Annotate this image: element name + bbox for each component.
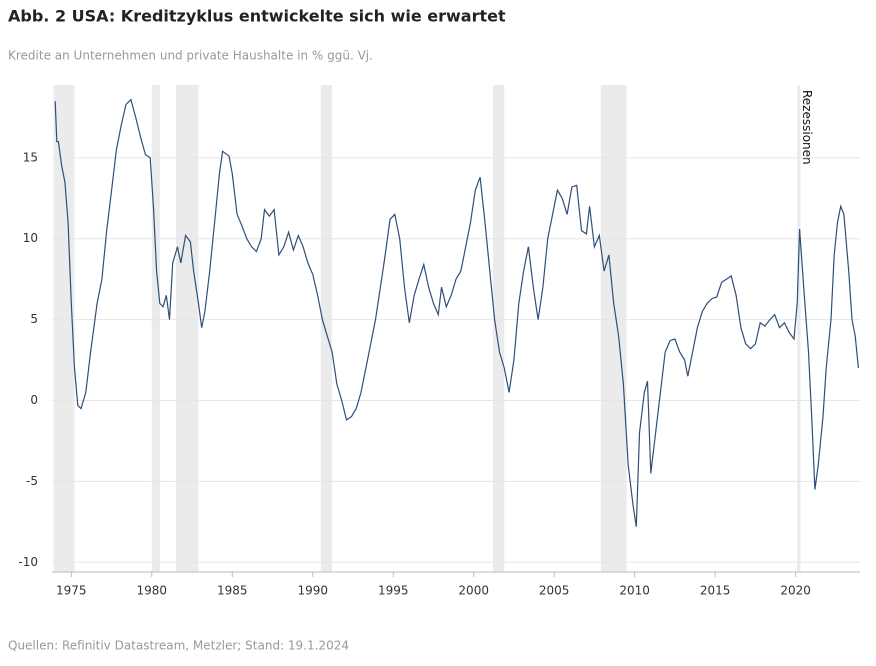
recession-band [797, 85, 801, 572]
data-line [54, 98, 859, 527]
recession-band [175, 85, 199, 572]
recession-band [151, 85, 160, 572]
x-tick-label: 1980 [137, 584, 168, 598]
y-tick-label: 5 [30, 312, 38, 326]
recession-label: Rezessionen [800, 90, 814, 165]
x-tick-label: 2015 [700, 584, 731, 598]
x-tick-label: 2010 [619, 584, 650, 598]
x-tick-label: 2000 [458, 584, 489, 598]
y-tick-label: -5 [26, 474, 38, 488]
chart-subtitle: Kredite an Unternehmen und private Haush… [8, 49, 373, 63]
y-tick-label: -10 [18, 555, 38, 569]
source-note: Quellen: Refinitiv Datastream, Metzler; … [8, 639, 349, 653]
y-tick-label: 10 [23, 231, 38, 245]
recession-band [320, 85, 333, 572]
x-tick-label: 2020 [780, 584, 811, 598]
recession-band [493, 85, 505, 572]
x-tick-label: 1975 [56, 584, 87, 598]
chart-title: Abb. 2 USA: Kreditzyklus entwickelte sic… [8, 7, 506, 26]
x-tick-label: 2005 [539, 584, 570, 598]
recession-band [600, 85, 627, 572]
x-tick-label: 1985 [217, 584, 248, 598]
y-tick-label: 0 [30, 393, 38, 407]
x-tick-label: 1990 [297, 584, 328, 598]
recession-band [53, 85, 75, 572]
y-tick-label: 15 [23, 150, 38, 164]
x-tick-label: 1995 [378, 584, 409, 598]
